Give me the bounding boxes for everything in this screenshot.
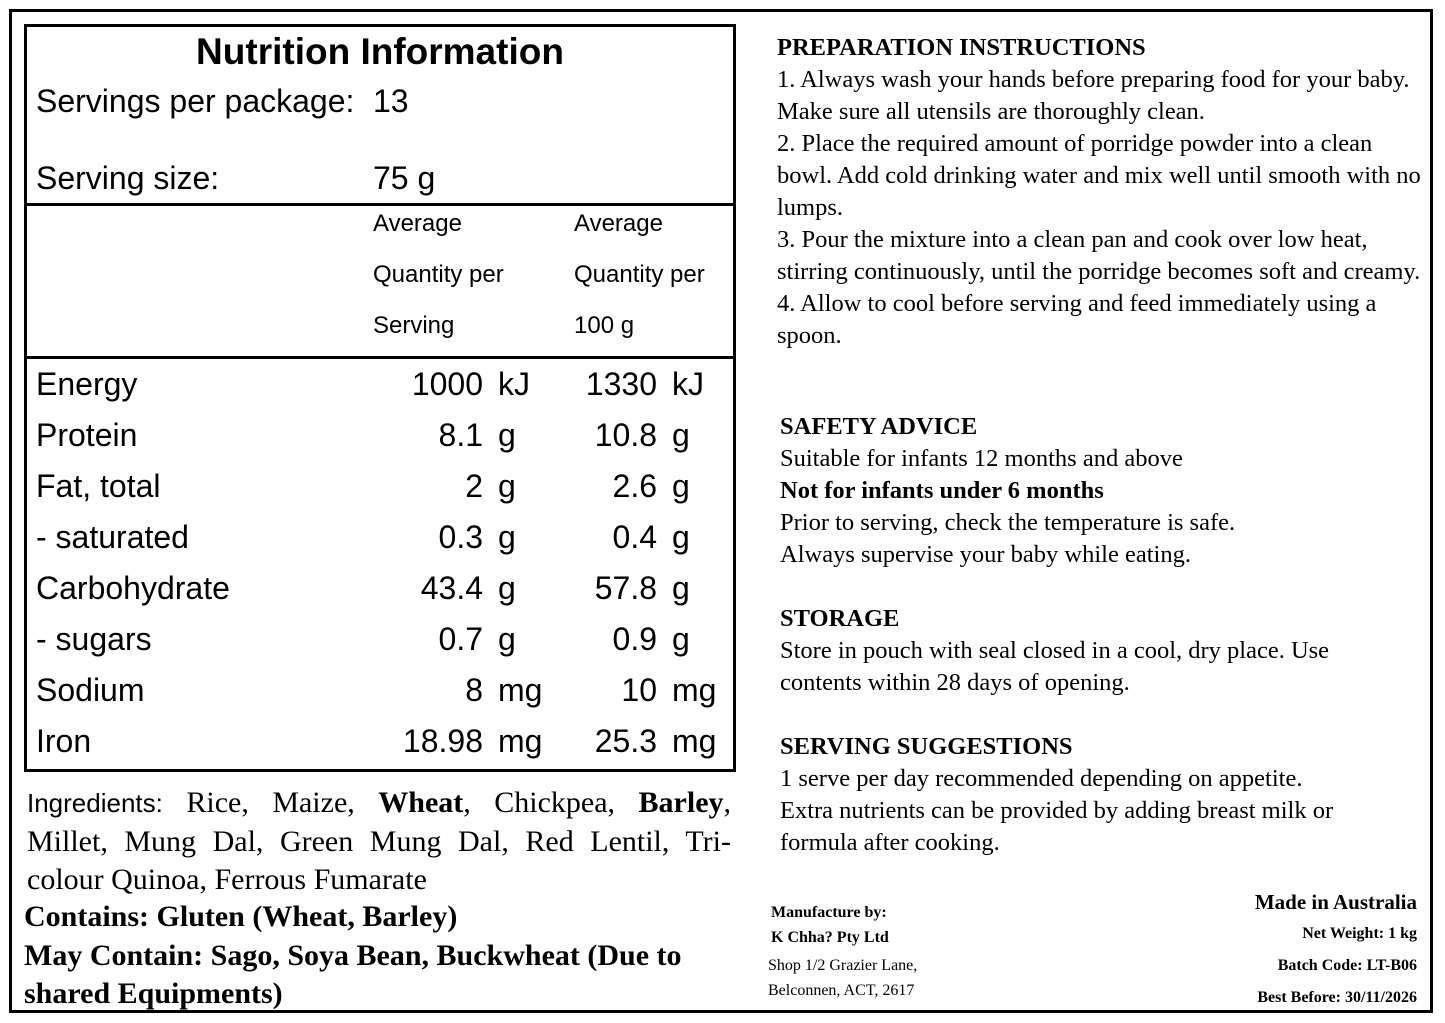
nutrient-row: Fat, total 2 g 2.6 g (27, 462, 733, 513)
per-serving-unit: g (498, 621, 516, 657)
per-serving-value: 18.98 (402, 723, 483, 759)
nutrient-row: Iron 18.98 mg 25.3 mg (27, 717, 733, 768)
best-before: Best Before: 30/11/2026 (1257, 989, 1417, 1006)
divider (27, 203, 733, 206)
preparation-step: 4. Allow to cool before serving and feed… (777, 290, 1377, 349)
per-100g-value: 10 (621, 672, 657, 708)
nutrient-row: Energy 1000 kJ 1330 kJ (27, 360, 733, 411)
per-100g-unit: g (672, 519, 690, 555)
net-weight: Net Weight: 1 kg (1302, 925, 1417, 942)
label-border (9, 9, 1433, 1013)
per-100g-value: 1330 (585, 366, 657, 402)
per-100g-value: 25.3 (594, 723, 657, 759)
safety-line: Always supervise your baby while eating. (780, 541, 1191, 568)
manufacturer-block: Manufacture by: K Chha? Pty Ltd Shop 1/2… (768, 900, 917, 1003)
column-header-per-100g: Average Quantity per 100 g (574, 210, 705, 339)
per-100g-unit: g (672, 570, 690, 606)
per-100g-value: 0.9 (612, 621, 657, 657)
storage-text: Store in pouch with seal closed in a coo… (780, 637, 1330, 696)
contains-text: Contains: Gluten (Wheat, Barley) (24, 900, 458, 933)
per-100g-unit: mg (672, 723, 717, 759)
per-serving-unit: mg (498, 672, 543, 708)
per-100g-unit: g (672, 468, 690, 504)
serving-size-value: 75 g (373, 160, 436, 196)
nutrient-name: Iron (36, 723, 92, 759)
nutrient-row: - saturated 0.3 g 0.4 g (27, 513, 733, 564)
storage-heading: STORAGE (780, 605, 900, 632)
servings-label: Servings per package: (36, 83, 355, 119)
nutrient-name: Energy (36, 366, 138, 402)
serving-size-label: Serving size: (36, 160, 220, 196)
made-in: Made in Australia (1254, 890, 1417, 914)
preparation-step: 1. Always wash your hands before prepari… (777, 66, 1410, 125)
per-serving-unit: g (498, 519, 516, 555)
nutrient-name: - sugars (36, 621, 152, 657)
nutrient-row: - sugars 0.7 g 0.9 g (27, 615, 733, 666)
servings-value: 13 (373, 83, 409, 119)
serving-line: Extra nutrients can be provided by addin… (780, 797, 1334, 856)
serving-line: 1 serve per day recommended depending on… (780, 765, 1303, 792)
nutrient-name: Fat, total (36, 468, 161, 504)
per-serving-value: 1000 (411, 366, 483, 402)
ingredients-label: Ingredients: (27, 788, 163, 818)
product-details: Made in Australia Net Weight: 1 kg Batch… (1255, 886, 1417, 1014)
preparation-heading: PREPARATION INSTRUCTIONS (777, 34, 1146, 61)
column-header-per-serving: Average Quantity per Serving (373, 210, 504, 339)
safety-line: Suitable for infants 12 months and above (780, 445, 1183, 472)
per-100g-unit: mg (672, 672, 717, 708)
nutrient-row: Sodium 8 mg 10 mg (27, 666, 733, 717)
per-serving-value: 0.7 (438, 621, 483, 657)
per-100g-value: 57.8 (594, 570, 657, 606)
may-contain-text: May Contain: Sago, Soya Bean, Buckwheat … (24, 938, 682, 1011)
divider (27, 356, 733, 359)
per-serving-value: 0.3 (438, 519, 483, 555)
safety-line: Prior to serving, check the temperature … (780, 509, 1236, 536)
safety-heading: SAFETY ADVICE (780, 413, 978, 440)
storage-section: STORAGE Store in pouch with seal closed … (780, 603, 1380, 699)
nutrient-row: Carbohydrate 43.4 g 57.8 g (27, 564, 733, 615)
per-serving-unit: g (498, 570, 516, 606)
nutrient-name: - saturated (36, 519, 189, 555)
ingredients-text: Ingredients: Rice, Maize, Wheat, Chickpe… (27, 786, 732, 896)
nutrition-panel: Nutrition Information Servings per packa… (24, 24, 736, 772)
per-serving-unit: mg (498, 723, 543, 759)
nutrient-name: Protein (36, 417, 138, 453)
per-100g-unit: kJ (672, 366, 704, 402)
allergen-statement: Contains: Gluten (Wheat, Barley) May Con… (24, 898, 736, 1014)
serving-section: SERVING SUGGESTIONS 1 serve per day reco… (780, 731, 1390, 859)
nutrient-name: Carbohydrate (36, 570, 230, 606)
nutrition-title: Nutrition Information (196, 31, 564, 72)
per-serving-unit: kJ (498, 366, 530, 402)
nutrient-row: Protein 8.1 g 10.8 g (27, 411, 733, 462)
safety-warning: Not for infants under 6 months (780, 477, 1104, 504)
manufacturer-label: Manufacture by: (771, 904, 887, 921)
per-serving-value: 43.4 (420, 570, 483, 606)
per-100g-value: 0.4 (612, 519, 657, 555)
preparation-step: 2. Place the required amount of porridge… (777, 130, 1421, 221)
manufacturer-address: Shop 1/2 Grazier Lane, (768, 957, 918, 974)
per-serving-value: 2 (465, 468, 483, 504)
manufacturer-address: Belconnen, ACT, 2617 (768, 982, 915, 999)
nutrient-name: Sodium (36, 672, 145, 708)
per-serving-unit: g (498, 417, 516, 453)
per-100g-value: 10.8 (594, 417, 657, 453)
manufacturer-name: K Chha? Pty Ltd (771, 929, 889, 946)
per-serving-value: 8 (465, 672, 483, 708)
serving-heading: SERVING SUGGESTIONS (780, 733, 1073, 760)
per-serving-value: 8.1 (438, 417, 483, 453)
per-100g-value: 2.6 (612, 468, 657, 504)
per-100g-unit: g (672, 621, 690, 657)
safety-section: SAFETY ADVICE Suitable for infants 12 mo… (780, 411, 1420, 571)
preparation-step: 3. Pour the mixture into a clean pan and… (777, 226, 1421, 285)
per-100g-unit: g (672, 417, 690, 453)
per-serving-unit: g (498, 468, 516, 504)
batch-code: Batch Code: LT-B06 (1277, 957, 1417, 974)
preparation-section: PREPARATION INSTRUCTIONS 1. Always wash … (777, 32, 1422, 352)
